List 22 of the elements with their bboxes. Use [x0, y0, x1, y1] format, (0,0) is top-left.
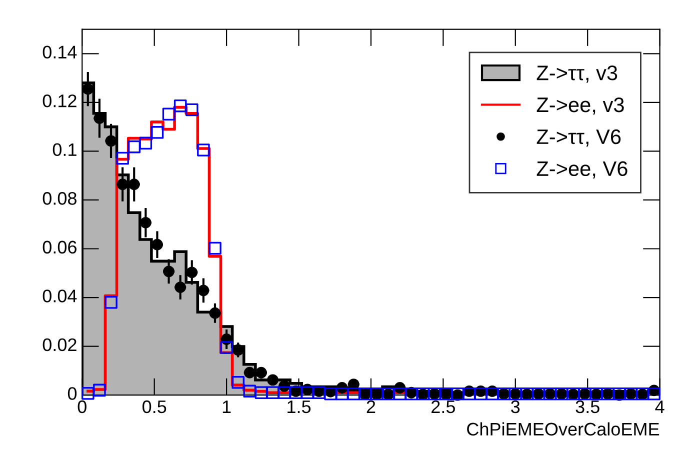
- legend-label: Z->ee, v3: [536, 97, 624, 115]
- y-tick-label: 0.1: [52, 143, 76, 156]
- y-tick-label: 0.06: [42, 240, 76, 254]
- y-tick-label: 0.08: [42, 192, 76, 205]
- y-tick-label: 0.04: [42, 290, 77, 302]
- x-tick-label: 4: [655, 400, 664, 414]
- x-tick-label: 1.5: [288, 400, 311, 414]
- x-tick-label: 0: [78, 400, 86, 414]
- legend-label: Z->ττ, V6: [536, 129, 621, 147]
- x-tick-label: 2.5: [432, 400, 455, 414]
- x-tick-label: 3.5: [576, 400, 600, 414]
- x-tick-label: 0.5: [142, 400, 166, 414]
- x-tick-label: 3: [511, 400, 520, 414]
- y-tick-label: 0.12: [42, 94, 76, 108]
- y-tick-label: 0: [68, 387, 77, 400]
- legend-label: Z->ττ, v3: [536, 66, 618, 83]
- x-tick-label: 1: [222, 400, 231, 414]
- y-tick-label: 0.02: [42, 338, 76, 352]
- x-axis-title: ChPiEMEOverCaloEME: [467, 422, 660, 436]
- y-tick-label: 0.14: [42, 46, 77, 58]
- x-tick-label: 2: [366, 400, 376, 414]
- legend-label: Z->ee, V6: [536, 161, 628, 179]
